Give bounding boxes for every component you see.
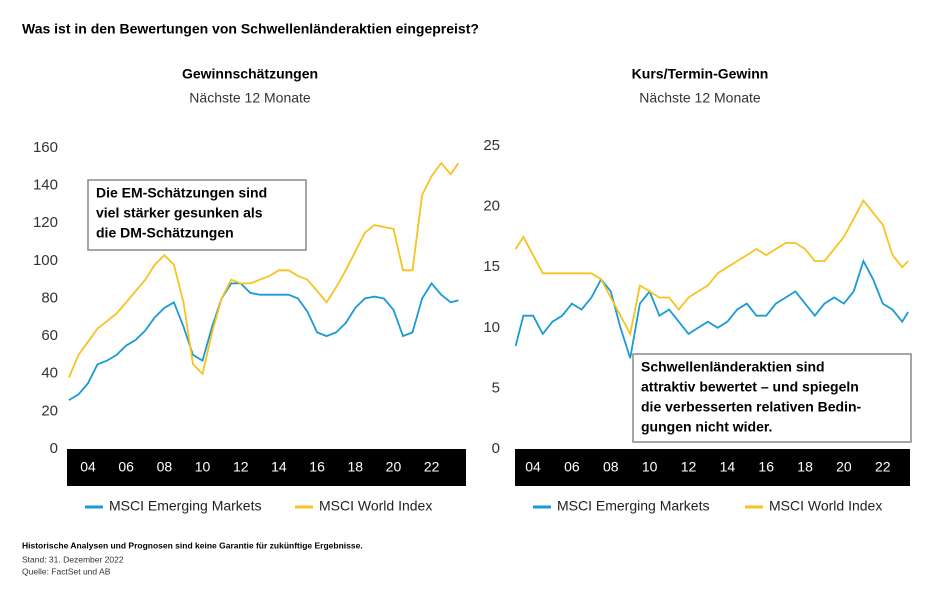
- footnote: Quelle: FactSet und AB: [22, 566, 111, 576]
- y-tick-label: 160: [33, 139, 58, 156]
- x-tick-label: 16: [758, 459, 774, 475]
- chart-title: Kurs/Termin-Gewinn: [632, 66, 769, 82]
- x-tick-label: 12: [233, 459, 249, 475]
- footnote: Stand: 31. Dezember 2022: [22, 554, 124, 564]
- y-tick-label: 40: [41, 365, 58, 382]
- annotation-text: Die EM-Schätzungen sind: [96, 185, 267, 201]
- annotation-box: [632, 353, 912, 443]
- annotation-text: die DM-Schätzungen: [96, 225, 234, 241]
- x-tick-label: 18: [797, 459, 813, 475]
- chart-subtitle: Nächste 12 Monate: [639, 90, 761, 106]
- legend-label: MSCI World Index: [769, 498, 882, 514]
- annotation-text: gungen nicht wider.: [641, 419, 772, 435]
- y-tick-label: 140: [33, 177, 58, 194]
- y-tick-label: 20: [483, 198, 500, 215]
- x-tick-label: 08: [157, 459, 173, 475]
- data-line: [514, 198, 909, 337]
- data-line: [68, 161, 460, 378]
- y-tick-label: 80: [41, 289, 58, 306]
- chart-title: Gewinnschätzungen: [182, 66, 318, 82]
- chart-subtitle: Nächste 12 Monate: [189, 90, 311, 106]
- y-tick-label: 120: [33, 214, 58, 231]
- x-tick-label: 22: [875, 459, 891, 475]
- x-tick-label: 10: [195, 459, 211, 475]
- x-tick-label: 04: [80, 459, 96, 475]
- legend-label: MSCI Emerging Markets: [557, 498, 709, 514]
- x-axis-band: [515, 449, 910, 486]
- y-tick-label: 20: [41, 402, 58, 419]
- annotation-text: attraktiv bewertet – und spiegeln: [641, 379, 859, 395]
- legend-label: MSCI World Index: [319, 498, 432, 514]
- x-tick-label: 14: [720, 459, 736, 475]
- footnote: Historische Analysen und Prognosen sind …: [22, 540, 363, 550]
- x-tick-label: 10: [642, 459, 658, 475]
- y-tick-label: 25: [483, 137, 500, 154]
- x-axis-band: [67, 449, 466, 486]
- y-tick-label: 0: [492, 440, 500, 457]
- y-tick-label: 15: [483, 258, 500, 275]
- annotation-text: viel stärker gesunken als: [96, 205, 263, 221]
- data-line: [68, 281, 459, 401]
- page-title: Was ist in den Bewertungen von Schwellen…: [22, 21, 479, 37]
- x-tick-label: 16: [309, 459, 325, 475]
- y-tick-label: 60: [41, 327, 58, 344]
- x-tick-label: 14: [271, 459, 287, 475]
- x-tick-label: 22: [424, 459, 440, 475]
- x-tick-label: 18: [347, 459, 363, 475]
- y-tick-label: 0: [50, 440, 58, 457]
- y-tick-label: 100: [33, 252, 58, 269]
- x-tick-label: 06: [564, 459, 580, 475]
- annotation-box: [87, 179, 307, 251]
- x-tick-label: 08: [603, 459, 619, 475]
- legend-label: MSCI Emerging Markets: [109, 498, 261, 514]
- y-tick-label: 10: [483, 319, 500, 336]
- y-tick-label: 5: [492, 379, 500, 396]
- data-line: [514, 258, 909, 359]
- annotation-text: die verbesserten relativen Bedin-: [641, 399, 862, 415]
- x-tick-label: 04: [525, 459, 541, 475]
- x-tick-label: 20: [386, 459, 402, 475]
- x-tick-label: 20: [836, 459, 852, 475]
- annotation-text: Schwellenländeraktien sind: [641, 359, 825, 375]
- x-tick-label: 06: [118, 459, 134, 475]
- x-tick-label: 12: [681, 459, 697, 475]
